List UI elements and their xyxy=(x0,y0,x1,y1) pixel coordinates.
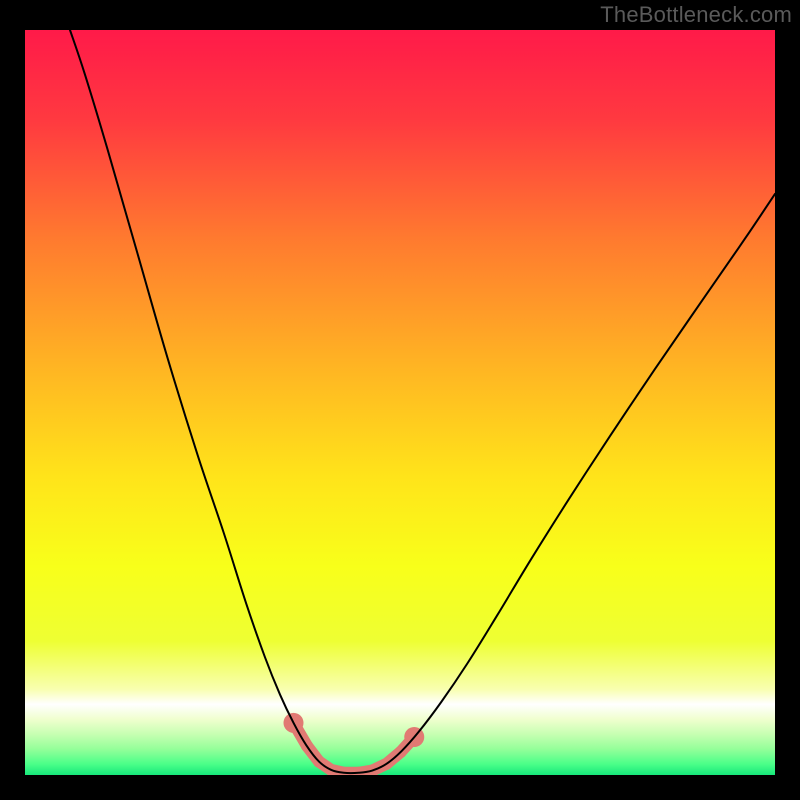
plot-background xyxy=(25,30,775,775)
chart-stage: TheBottleneck.com xyxy=(0,0,800,800)
chart-svg xyxy=(0,0,800,800)
